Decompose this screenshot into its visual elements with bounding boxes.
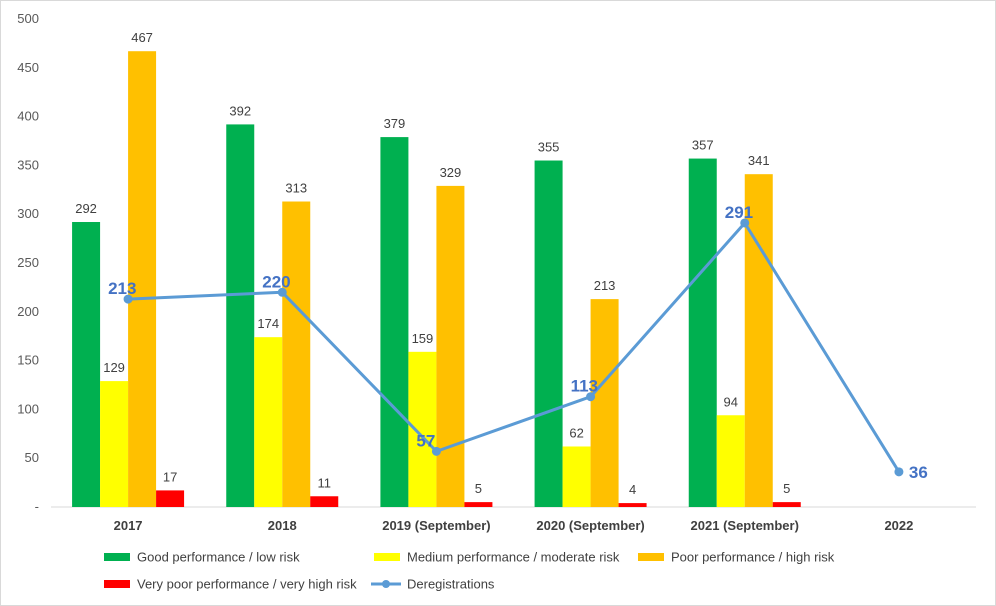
bar-very-poor-performance-very-high-risk-2020-september (618, 503, 647, 507)
bar-good-performance-low-risk-2021-september (688, 158, 717, 507)
y-tick-label: 200 (17, 304, 39, 319)
y-tick-label: 400 (17, 109, 39, 124)
line-value-label: 213 (108, 279, 136, 298)
line-value-label: 57 (416, 431, 435, 450)
line-value-label: 220 (262, 272, 290, 291)
bar-very-poor-performance-very-high-risk-2019-september (464, 502, 493, 507)
bar-value-label: 379 (384, 116, 406, 131)
bar-value-label: 341 (748, 153, 770, 168)
x-tick-label-2021-september: 2021 (September) (691, 518, 799, 533)
bar-value-label: 467 (131, 30, 153, 45)
x-tick-label-2020-september: 2020 (September) (536, 518, 644, 533)
bar-value-label: 11 (318, 475, 332, 490)
y-tick-label: 350 (17, 157, 39, 172)
x-tick-label-2017: 2017 (114, 518, 143, 533)
line-point-2021-september (740, 218, 750, 228)
bar-poor-performance-high-risk-2020-september (590, 299, 619, 507)
line-point-2017 (123, 294, 133, 304)
bar-very-poor-performance-very-high-risk-2021-september (772, 502, 801, 507)
bar-value-label: 94 (724, 394, 738, 409)
legend-layer: Good performance / low risk Medium perfor… (104, 550, 835, 592)
line-point-2019-september (431, 446, 441, 456)
y-tick-label: 150 (17, 353, 39, 368)
bar-medium-performance-moderate-risk-2020-september (562, 446, 591, 507)
line-point-2018 (277, 287, 287, 297)
y-tick-label: - (35, 499, 39, 514)
legend-label-medium-performance-moderate-risk: Medium performance / moderate risk (407, 550, 620, 565)
line-point-2020-september (586, 392, 596, 402)
legend-swatch-good-performance-low-risk (104, 553, 130, 561)
bar-value-label: 4 (629, 482, 636, 497)
bar-value-label: 313 (285, 181, 307, 196)
bar-value-label: 329 (440, 165, 462, 180)
bar-value-label: 17 (163, 469, 177, 484)
y-tick-label: 250 (17, 255, 39, 270)
bar-poor-performance-high-risk-2017 (128, 51, 157, 507)
bar-poor-performance-high-risk-2018 (282, 201, 311, 507)
line-point-2022 (894, 467, 904, 477)
x-tick-label-2019-september: 2019 (September) (382, 518, 490, 533)
y-tick-label: 50 (25, 450, 39, 465)
line-value-label: 36 (909, 463, 928, 482)
bar-value-label: 213 (594, 278, 616, 293)
bar-good-performance-low-risk-2020-september (534, 160, 563, 507)
y-tick-label: 100 (17, 401, 39, 416)
bar-value-label: 355 (538, 140, 560, 155)
bar-medium-performance-moderate-risk-2018 (254, 337, 283, 507)
bar-value-label: 292 (75, 201, 97, 216)
bar-medium-performance-moderate-risk-2021-september (716, 415, 745, 507)
bar-value-label: 174 (257, 316, 279, 331)
legend-label-very-poor-performance-very-high-risk: Very poor performance / very high risk (137, 577, 357, 592)
bar-value-label: 159 (412, 331, 434, 346)
x-tick-label-2018: 2018 (268, 518, 297, 533)
line-value-label: 113 (571, 377, 598, 396)
bar-value-label: 62 (569, 425, 583, 440)
legend-swatch-medium-performance-moderate-risk (374, 553, 400, 561)
line-value-label: 291 (725, 203, 753, 222)
bar-medium-performance-moderate-risk-2019-september (408, 351, 437, 507)
x-tick-label-2022: 2022 (884, 518, 913, 533)
bar-very-poor-performance-very-high-risk-2018 (310, 496, 339, 507)
legend-swatch-very-poor-performance-very-high-risk (104, 580, 130, 588)
bar-value-label: 5 (475, 481, 482, 496)
bar-value-label: 392 (229, 103, 251, 118)
bar-value-label: 5 (783, 481, 790, 496)
y-tick-label: 450 (17, 60, 39, 75)
bar-poor-performance-high-risk-2019-september (436, 185, 465, 507)
bar-good-performance-low-risk-2017 (72, 222, 101, 507)
line-layer (123, 218, 904, 477)
legend-swatch-poor-performance-high-risk (638, 553, 664, 561)
legend-label-good-performance-low-risk: Good performance / low risk (137, 550, 300, 565)
y-tick-label: 300 (17, 206, 39, 221)
legend-label-poor-performance-high-risk: Poor performance / high risk (671, 550, 835, 565)
bar-layer (72, 51, 801, 508)
bar-very-poor-performance-very-high-risk-2017 (156, 490, 185, 507)
bar-value-label: 357 (692, 138, 714, 153)
y-tick-label: 500 (17, 11, 39, 26)
bar-good-performance-low-risk-2018 (226, 124, 255, 508)
bar-value-label: 129 (103, 360, 125, 375)
line-deregistrations (128, 221, 901, 473)
legend-marker-deregistrations (382, 580, 390, 588)
axis-layer: - 50 100 150 200 250 300 350 400 450 500 2017 2018 20… (17, 11, 976, 533)
bar-medium-performance-moderate-risk-2017 (100, 381, 129, 507)
bar-good-performance-low-risk-2019-september (380, 137, 409, 507)
legend-label-deregistrations: Deregistrations (407, 577, 495, 592)
